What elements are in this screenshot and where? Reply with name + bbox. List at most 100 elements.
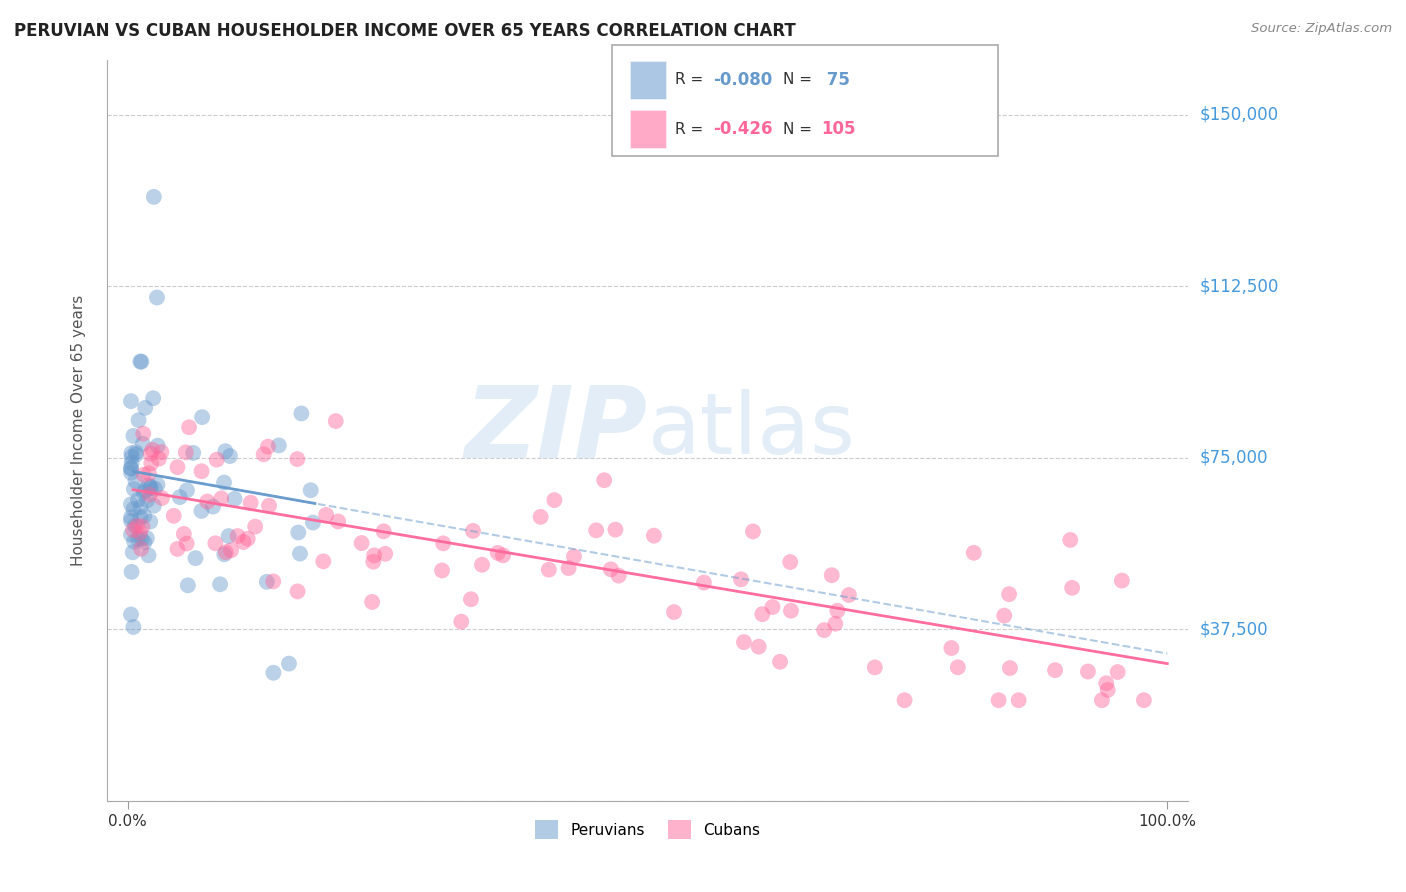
Text: PERUVIAN VS CUBAN HOUSEHOLDER INCOME OVER 65 YEARS CORRELATION CHART: PERUVIAN VS CUBAN HOUSEHOLDER INCOME OVE… [14,22,796,40]
Point [163,508,186,523]
Point [742,524,765,539]
Point [120,607,142,622]
Point [141,456,163,470]
Point [177,420,200,434]
Point [361,555,384,569]
Point [1062,581,1084,595]
Point [693,575,716,590]
Point [150,491,173,505]
Point [174,445,197,459]
Point [290,407,312,421]
Point [373,524,395,539]
Point [813,623,835,637]
Point [125,445,148,459]
Point [432,536,454,550]
Point [730,572,752,586]
Point [769,655,792,669]
Point [779,555,801,569]
Point [557,561,579,575]
Point [142,190,165,204]
Point [204,536,226,550]
Point [226,529,249,543]
Point [361,595,384,609]
Point [127,532,149,546]
Point [236,532,259,546]
Point [987,693,1010,707]
Point [299,483,322,498]
Text: 105: 105 [821,120,856,138]
Point [121,456,143,470]
Point [1043,663,1066,677]
Point [139,447,162,461]
Point [821,568,844,582]
Point [134,401,156,415]
Point [131,519,153,533]
Point [122,534,145,549]
Point [1097,682,1119,697]
Point [173,527,195,541]
Point [941,641,963,656]
Point [120,527,142,541]
Point [166,460,188,475]
Point [138,478,160,492]
Point [190,464,212,478]
Point [643,528,665,542]
Point [122,523,145,537]
Point [492,549,515,563]
Point [120,461,142,475]
Point [215,545,238,559]
Point [1059,533,1081,547]
Point [312,554,335,568]
Point [131,532,153,546]
Point [146,477,169,491]
Point [139,515,162,529]
Point [138,549,160,563]
Point [863,660,886,674]
Point [122,429,145,443]
Point [212,475,235,490]
Point [486,546,509,560]
Point [302,516,325,530]
Text: $150,000: $150,000 [1199,105,1278,123]
Point [838,588,860,602]
Point [205,452,228,467]
Point [893,693,915,707]
Point [122,482,145,496]
Point [1008,693,1031,707]
Text: -0.426: -0.426 [713,120,772,138]
Point [120,497,142,511]
Point [122,620,145,634]
Point [761,600,783,615]
Point [134,483,156,498]
Point [201,500,224,514]
Point [141,442,163,457]
Point [450,615,472,629]
Point [218,529,240,543]
Point [288,547,311,561]
Point [120,514,142,528]
Point [169,490,191,504]
Point [120,510,142,524]
Point [543,493,565,508]
Point [132,485,155,500]
Point [166,541,188,556]
Point [184,551,207,566]
Point [121,565,143,579]
Point [262,665,284,680]
Point [1095,676,1118,690]
Point [232,535,254,549]
Point [267,438,290,452]
Point [461,524,484,538]
Point [142,391,165,405]
Point [1133,693,1156,707]
Point [120,394,142,409]
Point [748,640,770,654]
Text: N =: N = [783,72,817,87]
Y-axis label: Householder Income Over 65 years: Householder Income Over 65 years [72,294,86,566]
Point [120,461,142,475]
Point [963,546,986,560]
Point [460,592,482,607]
Point [325,414,347,428]
Point [219,449,242,463]
Point [120,446,142,460]
